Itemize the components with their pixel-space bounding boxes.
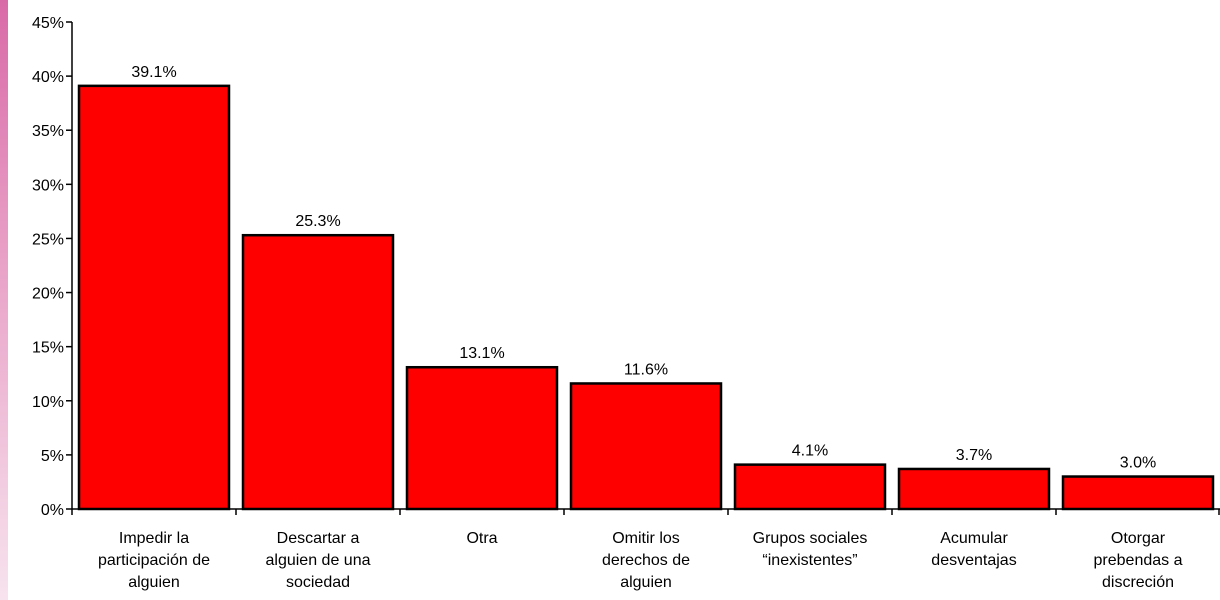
x-tick-label-line: participación de bbox=[98, 552, 210, 569]
x-tick-label-line: Impedir la bbox=[119, 530, 189, 547]
x-tick-label: Omitir los derechos de alguien bbox=[602, 530, 690, 591]
data-label: 11.6% bbox=[624, 361, 668, 378]
x-tick-label: Grupos sociales “inexistentes” bbox=[753, 530, 868, 569]
y-tick-label: 10% bbox=[32, 394, 64, 411]
x-tick-label-line: Acumular bbox=[940, 530, 1008, 547]
x-tick-label-line: Grupos sociales bbox=[753, 530, 868, 547]
x-tick-label: Acumular desventajas bbox=[931, 530, 1016, 569]
category-labels: Impedir la participación de alguien Descart… bbox=[98, 530, 1183, 591]
x-tick-label: Impedir la participación de alguien bbox=[98, 530, 210, 591]
x-tick-label: Otra bbox=[466, 530, 497, 547]
bar bbox=[1061, 475, 1215, 511]
value-labels: 39.1% 25.3% 13.1% 11.6% 4.1% 3.7% 3.0% bbox=[131, 64, 1156, 472]
y-tick-label: 35% bbox=[32, 123, 64, 140]
x-tick-label-line: Descartar a bbox=[277, 530, 360, 547]
x-tick-label-line: desventajas bbox=[931, 552, 1016, 569]
y-tick-label: 40% bbox=[32, 69, 64, 86]
y-tick-label: 5% bbox=[41, 448, 64, 465]
bar bbox=[897, 467, 1051, 511]
bar bbox=[405, 365, 559, 511]
y-tick-label: 0% bbox=[41, 502, 64, 519]
x-tick-label-line: Omitir los bbox=[612, 530, 680, 547]
bar bbox=[733, 463, 887, 511]
data-label: 39.1% bbox=[131, 64, 176, 81]
x-tick-label-line: Otorgar bbox=[1111, 530, 1166, 547]
data-label: 13.1% bbox=[459, 345, 504, 362]
data-label: 4.1% bbox=[792, 443, 828, 460]
bar bbox=[77, 84, 231, 511]
x-tick-label-line: alguien bbox=[128, 574, 180, 591]
y-tick-label: 25% bbox=[32, 231, 64, 248]
x-tick-label-line: Otra bbox=[466, 530, 497, 547]
x-tick-label-line: derechos de bbox=[602, 552, 690, 569]
y-tick-label: 30% bbox=[32, 177, 64, 194]
x-tick-label-line: alguien bbox=[620, 574, 672, 591]
x-tick-label-line: alguien de una bbox=[266, 552, 371, 569]
bar bbox=[569, 382, 723, 511]
x-tick-label: Descartar a alguien de una sociedad bbox=[266, 530, 371, 591]
decorative-edge-strip bbox=[0, 0, 8, 600]
x-tick-label-line: discreción bbox=[1102, 574, 1174, 591]
x-tick-label: Otorgar prebendas a discreción bbox=[1094, 530, 1183, 591]
data-label: 25.3% bbox=[295, 213, 340, 230]
y-tick-label: 45% bbox=[32, 15, 64, 32]
y-tick-label: 20% bbox=[32, 286, 64, 303]
y-tick-label: 15% bbox=[32, 340, 64, 357]
bars bbox=[77, 84, 1215, 511]
data-label: 3.0% bbox=[1120, 455, 1156, 472]
bar bbox=[241, 233, 395, 511]
x-tick-label-line: sociedad bbox=[286, 574, 350, 591]
x-tick-label-line: prebendas a bbox=[1094, 552, 1183, 569]
y-axis: 0% 5% 10% 15% 20% 25% 30% 35% 40% 45% bbox=[32, 15, 73, 519]
data-label: 3.7% bbox=[956, 447, 992, 464]
x-tick-label-line: “inexistentes” bbox=[762, 552, 857, 569]
